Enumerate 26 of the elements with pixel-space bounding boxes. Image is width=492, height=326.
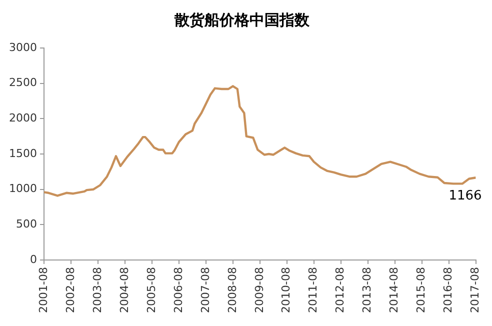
x-tick-label: 2005-08	[144, 267, 158, 314]
y-tick-label: 2000	[8, 112, 37, 125]
x-tick-label: 2012-08	[334, 267, 347, 314]
x-tick-label: 2016-08	[442, 267, 455, 314]
x-tick-label: 2017-08	[468, 267, 482, 314]
y-tick-label: 500	[16, 218, 37, 231]
x-tick-label: 2013-08	[360, 267, 374, 314]
chart-title: 散货船价格中国指数	[174, 10, 310, 29]
x-tick-label: 2004-08	[118, 267, 131, 314]
x-tick-label: 2001-08	[36, 267, 50, 314]
x-tick-label: 2006-08	[172, 267, 185, 314]
x-tick-label: 2015-08	[414, 267, 428, 314]
y-tick-label: 3000	[8, 40, 37, 54]
y-tick-label: 2500	[8, 76, 37, 90]
y-tick-label: 1000	[8, 182, 37, 196]
x-tick-label: 2003-08	[90, 267, 104, 314]
y-tick-label: 0	[30, 252, 37, 266]
x-tick-label: 2009-08	[252, 267, 266, 314]
x-tick-label: 2007-08	[198, 267, 212, 314]
x-tick-label: 2008-08	[226, 267, 239, 314]
x-tick-label: 2014-08	[388, 267, 401, 314]
annotation: 1166	[448, 188, 482, 204]
x-tick-label: 2011-08	[306, 267, 320, 314]
x-tick-label: 2010-08	[280, 267, 293, 314]
y-tick-label: 1500	[8, 146, 37, 160]
x-tick-label: 2002-08	[64, 267, 77, 314]
